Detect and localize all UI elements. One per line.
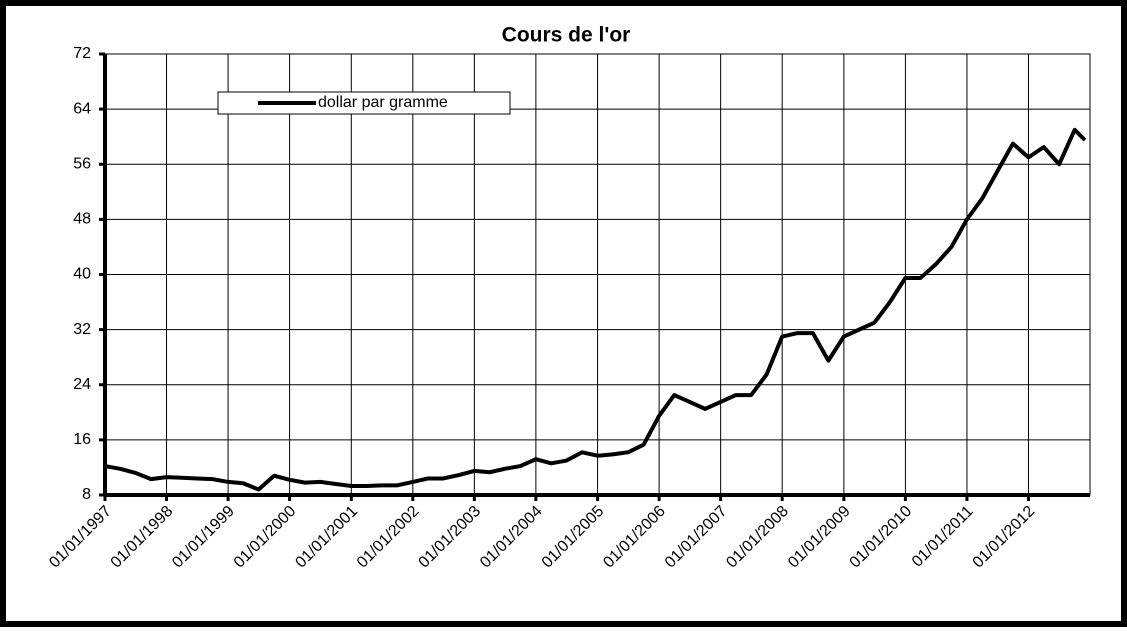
y-tick-label: 64 [73,100,91,117]
legend [217,91,511,115]
y-tick-label: 56 [73,155,91,172]
y-tick-label: 8 [82,486,91,503]
y-tick-label: 40 [73,266,91,283]
y-tick-label: 24 [73,376,91,393]
line [104,127,1087,492]
chart-title: Cours de l'or [502,24,631,47]
y-tick-label: 48 [73,211,91,228]
y-tick-label: 72 [73,45,91,62]
y-tick-label: 32 [73,321,91,338]
y-tick-label: 16 [73,431,91,448]
legend-label: dollar par gramme [318,94,448,111]
